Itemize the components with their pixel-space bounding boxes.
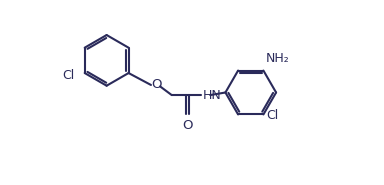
Text: Cl: Cl: [62, 69, 74, 82]
Text: HN: HN: [202, 89, 221, 102]
Text: O: O: [151, 78, 161, 91]
Text: NH₂: NH₂: [266, 52, 290, 65]
Text: O: O: [182, 119, 193, 132]
Text: Cl: Cl: [267, 109, 279, 122]
